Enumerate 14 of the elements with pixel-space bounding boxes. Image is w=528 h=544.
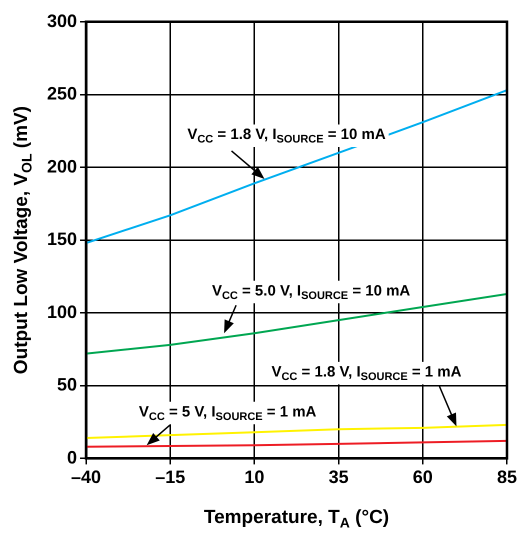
y-tick-label: 250: [46, 84, 78, 104]
x-tick-label: 85: [496, 467, 518, 488]
y-tick-label: 200: [46, 156, 78, 176]
y-axis-title: Output Low Voltage, VOL (mV): [11, 106, 35, 374]
x-tick-label: –15: [155, 467, 186, 488]
x-tick-label: 60: [412, 467, 433, 488]
y-tick-label: 0: [67, 447, 78, 468]
y-tick-label: 150: [46, 229, 78, 250]
y-tick-label: 50: [57, 374, 78, 395]
x-tick-label: 35: [328, 467, 349, 488]
x-tick-label: 10: [244, 467, 264, 488]
y-tick-label: 100: [46, 302, 78, 322]
x-tick-label: –40: [71, 467, 102, 488]
y-tick-label: 300: [46, 10, 78, 31]
